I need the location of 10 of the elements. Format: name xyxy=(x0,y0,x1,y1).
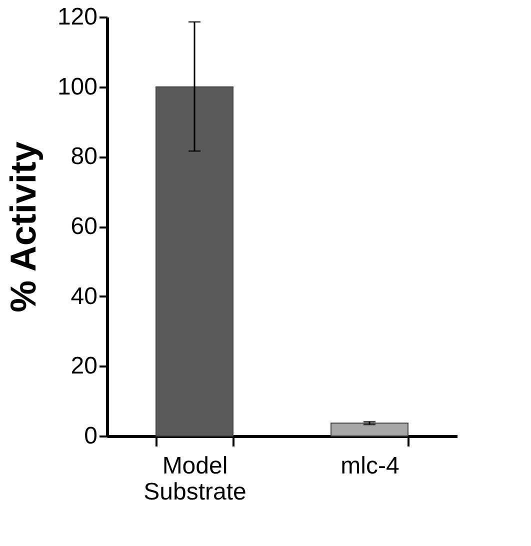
y-axis-title: % Activity xyxy=(2,142,44,312)
x-tick-label: Model Substrate xyxy=(144,452,246,506)
y-tick-label: 100 xyxy=(57,73,98,100)
x-tick-label: mlc-4 xyxy=(340,452,400,480)
y-tick-label: 40 xyxy=(70,282,98,310)
y-tick-label: 80 xyxy=(70,143,98,170)
y-tick-label: 60 xyxy=(70,213,98,240)
y-tick-label: 120 xyxy=(57,4,98,30)
y-tick-label: 20 xyxy=(70,352,98,380)
y-tick-label: 0 xyxy=(84,422,98,450)
